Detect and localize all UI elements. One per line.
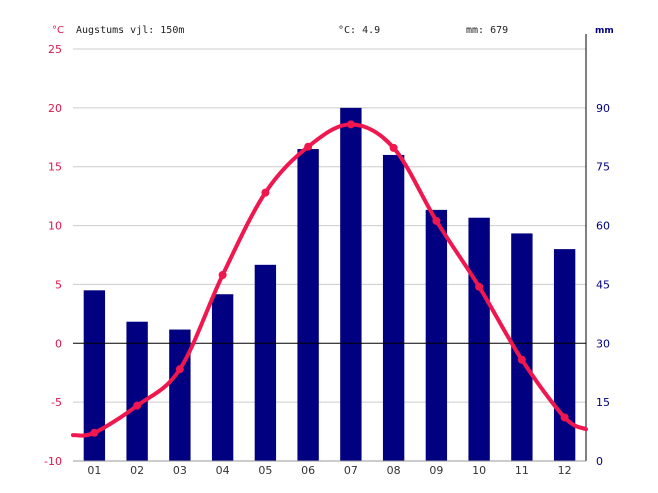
right-tick-label: 30: [596, 337, 610, 350]
temperature-point: [133, 401, 142, 410]
left-tick-label: -5: [51, 396, 62, 409]
precipitation-bar: [553, 249, 576, 461]
precipitation-bar: [211, 294, 234, 461]
right-tick-label: 75: [596, 161, 610, 174]
precipitation-bar: [340, 107, 362, 461]
x-axis-ticks: 01 02 03 04 05 06 07 08 09 10 11 12: [87, 464, 571, 477]
x-tick-label: 12: [558, 464, 572, 477]
left-tick-label: 15: [48, 161, 62, 174]
x-tick-label: 08: [387, 464, 401, 477]
left-axis-ticks: -10 -5 0 5 10 15 20 25: [44, 43, 62, 468]
left-unit-label: °C: [52, 25, 64, 36]
temperature-line: [71, 122, 588, 438]
x-tick-label: 07: [344, 464, 358, 477]
temperature-point: [389, 143, 398, 152]
left-tick-label: 25: [48, 43, 62, 56]
left-tick-label: -10: [44, 455, 62, 468]
left-tick-label: 10: [48, 220, 62, 233]
precipitation-bar: [83, 290, 106, 461]
x-tick-label: 01: [87, 464, 101, 477]
temperature-points: [90, 120, 569, 437]
precipitation-bar: [126, 321, 148, 461]
average-temperature-label: °C: 4.9: [338, 25, 380, 36]
right-unit-label: mm: [595, 26, 614, 36]
temperature-point: [432, 216, 441, 225]
left-tick-label: 5: [55, 278, 62, 291]
temperature-point: [218, 271, 227, 280]
total-precipitation-label: mm: 679: [466, 25, 508, 36]
right-tick-label: 0: [596, 455, 603, 468]
precipitation-bar: [254, 264, 277, 461]
x-tick-label: 06: [301, 464, 315, 477]
x-tick-label: 10: [472, 464, 486, 477]
x-tick-label: 11: [515, 464, 529, 477]
precipitation-bar: [382, 154, 405, 461]
x-tick-label: 09: [429, 464, 443, 477]
x-tick-label: 02: [130, 464, 144, 477]
precipitation-bar: [297, 149, 319, 462]
temperature-point: [261, 188, 270, 197]
right-tick-label: 15: [596, 396, 610, 409]
precipitation-bar: [511, 233, 533, 461]
temperature-point: [90, 428, 99, 437]
right-axis-ticks: 0 15 30 45 60 75 90: [596, 102, 610, 468]
x-tick-label: 03: [173, 464, 187, 477]
temperature-point: [304, 142, 313, 151]
temperature-point: [560, 413, 569, 422]
x-tick-label: 04: [216, 464, 230, 477]
right-tick-label: 45: [596, 278, 610, 291]
temperature-point: [175, 365, 184, 374]
left-tick-label: 20: [48, 102, 62, 115]
temperature-point: [517, 355, 526, 364]
gridlines: [73, 48, 586, 462]
precipitation-bar: [169, 329, 191, 461]
temperature-point: [346, 120, 355, 129]
left-tick-label: 0: [55, 337, 62, 350]
x-tick-label: 05: [258, 464, 272, 477]
altitude-label: Augstums vjl: 150m: [76, 25, 184, 36]
temperature-point: [475, 282, 484, 291]
right-tick-label: 60: [596, 220, 610, 233]
right-tick-label: 90: [596, 102, 610, 115]
precipitation-bar: [425, 209, 448, 461]
precipitation-bar: [468, 217, 490, 461]
